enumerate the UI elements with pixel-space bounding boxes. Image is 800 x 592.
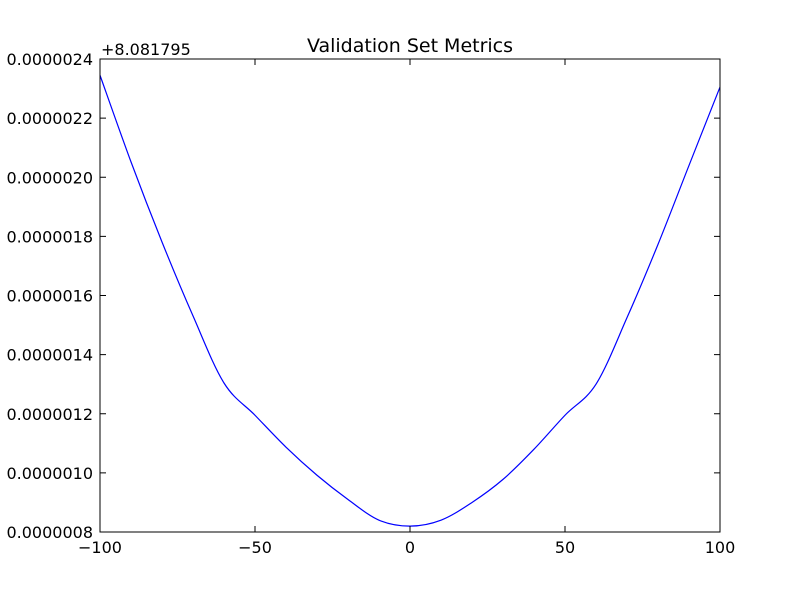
chart-title: Validation Set Metrics [307, 35, 513, 57]
x-tick-label: −50 [238, 538, 272, 557]
y-tick-label: 0.0000024 [6, 50, 93, 69]
y-offset-label: +8.081795 [101, 40, 191, 59]
x-tick-label: 100 [705, 538, 736, 557]
y-tick-label: 0.0000020 [6, 168, 93, 187]
y-axis-ticks: 0.0000008 0.0000010 0.0000012 0.0000014 0.00… [6, 50, 720, 542]
y-tick-label: 0.0000012 [6, 405, 93, 424]
y-tick-label: 0.0000008 [6, 523, 93, 542]
x-tick-label: 0 [405, 538, 415, 557]
y-tick-label: 0.0000016 [6, 287, 93, 306]
y-tick-label: 0.0000022 [6, 109, 93, 128]
x-tick-label: 50 [555, 538, 575, 557]
y-tick-label: 0.0000014 [6, 346, 93, 365]
y-tick-label: 0.0000010 [6, 464, 93, 483]
x-tick-label: −100 [78, 538, 122, 557]
y-tick-label: 0.0000018 [6, 227, 93, 246]
x-axis-ticks: −100 −50 0 50 100 [78, 59, 735, 557]
